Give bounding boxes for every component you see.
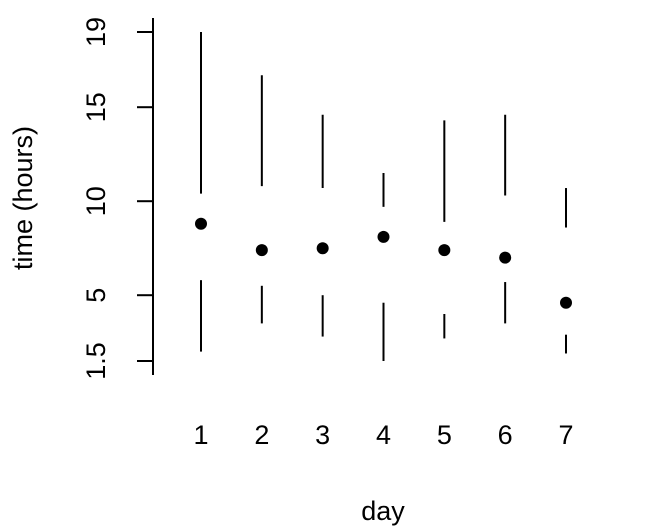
x-tick-label: 7 <box>558 420 573 450</box>
x-tick-labels: 1 2 3 4 5 6 7 <box>193 420 573 450</box>
x-axis-label: day <box>361 496 405 526</box>
x-tick-label: 6 <box>498 420 513 450</box>
y-tick-label: 1.5 <box>81 342 111 380</box>
data-point <box>316 242 329 255</box>
y-tick-label: 5 <box>81 288 111 303</box>
data-point <box>438 244 451 257</box>
whiskers <box>200 32 567 361</box>
y-tick-label: 15 <box>81 92 111 122</box>
data-point <box>560 296 572 309</box>
y-axis-label: time (hours) <box>8 126 38 270</box>
x-tick-label: 2 <box>254 420 269 450</box>
data-point <box>255 244 268 257</box>
x-tick-label: 4 <box>376 420 391 450</box>
data-points <box>195 217 572 309</box>
x-tick-label: 1 <box>193 420 208 450</box>
y-tick-label: 19 <box>81 17 111 47</box>
data-point <box>195 217 207 230</box>
data-point <box>499 251 512 264</box>
y-tick-label: 10 <box>81 186 111 216</box>
x-tick-label: 3 <box>315 420 330 450</box>
y-axis: 1.5 5 10 15 19 <box>81 17 154 380</box>
data-point <box>377 230 390 243</box>
x-tick-label: 5 <box>437 420 452 450</box>
